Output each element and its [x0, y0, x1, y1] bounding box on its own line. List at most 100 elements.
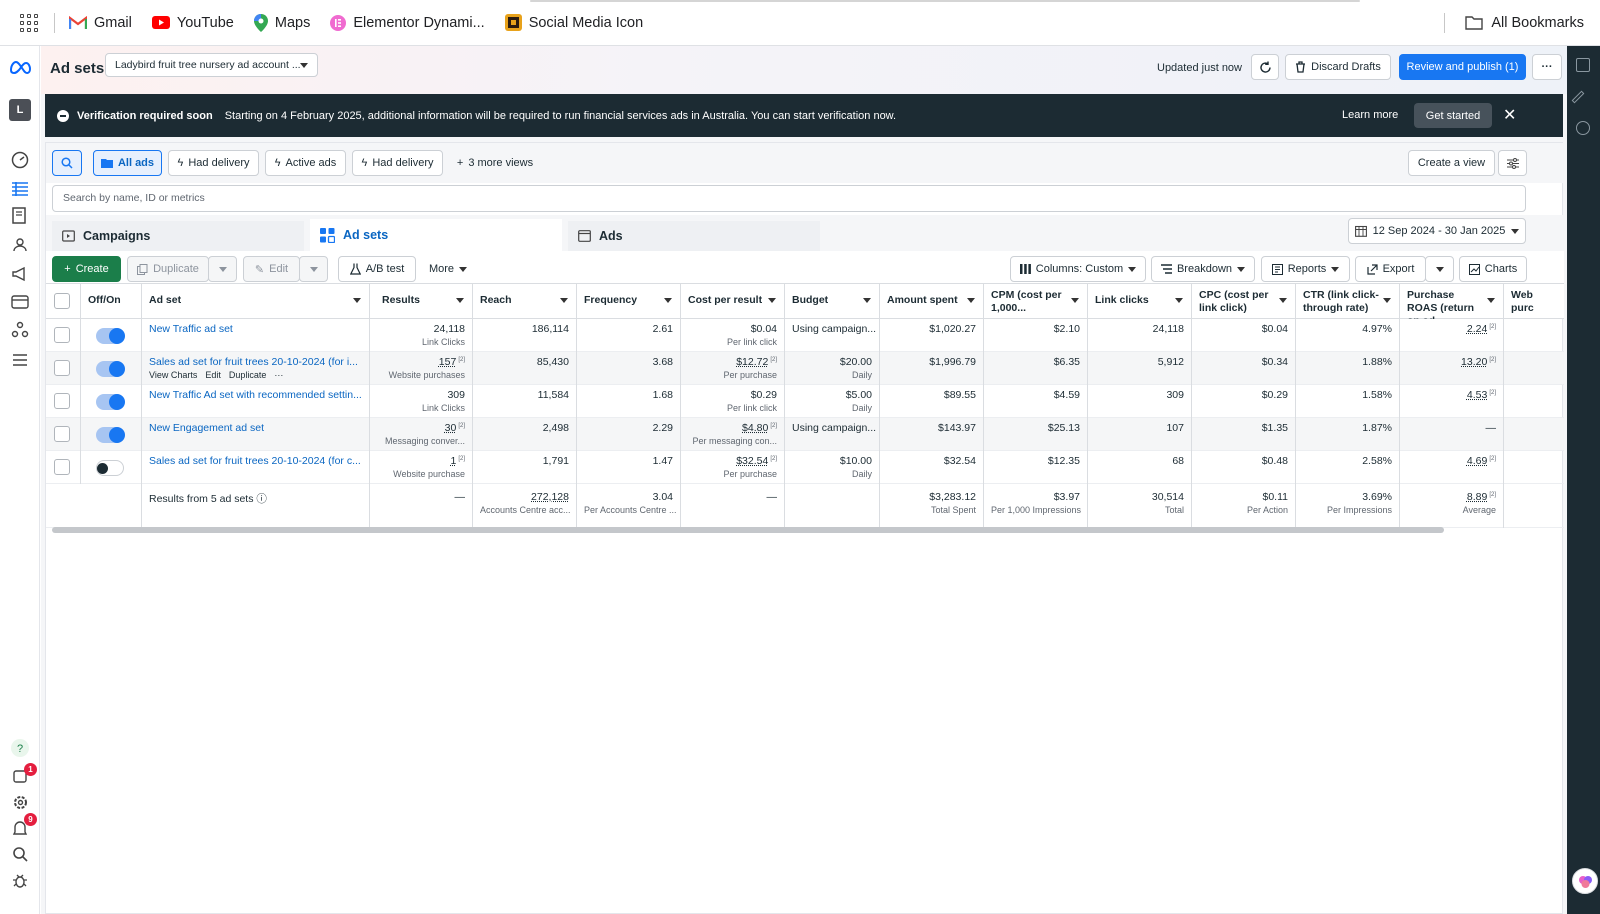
bookmark-elementor[interactable]: Elementor Dynami...: [330, 14, 485, 31]
row-checkbox[interactable]: [54, 459, 70, 475]
pages-icon[interactable]: [10, 206, 30, 226]
export-button[interactable]: Export: [1355, 256, 1426, 282]
breakdown-button[interactable]: Breakdown: [1151, 256, 1255, 282]
view-settings-button[interactable]: [1498, 150, 1527, 176]
view-active-ads[interactable]: ϟ Active ads: [265, 150, 346, 176]
search-toggle-button[interactable]: [52, 150, 82, 176]
delivery-toggle[interactable]: [96, 394, 125, 410]
close-icon[interactable]: ✕: [1503, 107, 1517, 124]
settings-gear-icon[interactable]: [10, 792, 30, 812]
create-button[interactable]: + Create: [52, 256, 121, 282]
more-button[interactable]: More: [422, 256, 474, 282]
table-row[interactable]: New Engagement ad set 30 [2] Messaging conv…: [46, 418, 1564, 451]
refresh-button[interactable]: [1251, 54, 1279, 80]
adset-name-link[interactable]: Sales ad set for fruit trees 20-10-2024 …: [149, 455, 361, 467]
edit-dropdown[interactable]: [299, 256, 328, 282]
column-header-purchase-roas[interactable]: Purchase ROAS (return on ad...: [1400, 284, 1504, 319]
column-header-cost-per-result[interactable]: Cost per result: [681, 284, 785, 319]
date-range-picker[interactable]: 12 Sep 2024 - 30 Jan 2025: [1348, 218, 1526, 244]
search-input[interactable]: Search by name, ID or metrics: [52, 185, 1526, 212]
assistant-icon[interactable]: [1572, 868, 1598, 894]
duplicate-action[interactable]: Duplicate: [228, 370, 267, 380]
meta-logo-icon[interactable]: [9, 60, 31, 74]
billing-card-icon[interactable]: [10, 292, 30, 312]
history-clock-icon[interactable]: [1576, 121, 1590, 135]
column-header-amount-spent[interactable]: Amount spent: [880, 284, 984, 319]
help-icon[interactable]: ?: [10, 738, 30, 758]
delivery-toggle[interactable]: [96, 361, 125, 377]
info-icon[interactable]: ⓘ: [253, 493, 267, 505]
row-checkbox[interactable]: [54, 426, 70, 442]
view-had-delivery-2[interactable]: ϟ Had delivery: [352, 150, 443, 176]
view-charts-action[interactable]: View Charts: [149, 370, 198, 380]
menu-icon[interactable]: [10, 350, 30, 370]
events-manager-icon[interactable]: [10, 320, 30, 340]
megaphone-icon[interactable]: [10, 264, 30, 284]
duplicate-dropdown[interactable]: [208, 256, 237, 282]
get-started-button[interactable]: Get started: [1414, 103, 1492, 128]
more-options-button[interactable]: ···: [1532, 54, 1562, 80]
view-all-ads[interactable]: All ads: [93, 150, 162, 176]
alerts-bell-icon[interactable]: [10, 818, 30, 838]
column-header-cpc[interactable]: CPC (cost per link click): [1192, 284, 1296, 319]
bookmark-youtube[interactable]: YouTube: [151, 15, 234, 31]
learn-more-link[interactable]: Learn more: [1342, 109, 1399, 121]
more-actions-icon[interactable]: ···: [274, 370, 284, 380]
row-checkbox[interactable]: [54, 327, 70, 343]
column-header-cpm[interactable]: CPM (cost per 1,000...: [984, 284, 1088, 319]
review-and-publish-button[interactable]: Review and publish (1): [1399, 54, 1526, 80]
column-header-link-clicks[interactable]: Link clicks: [1088, 284, 1192, 319]
column-header-reach[interactable]: Reach: [473, 284, 577, 319]
audiences-icon[interactable]: [10, 235, 30, 255]
column-header-onoff[interactable]: Off/On: [81, 284, 142, 319]
reports-button[interactable]: Reports: [1261, 256, 1350, 282]
adset-name-link[interactable]: Sales ad set for fruit trees 20-10-2024 …: [149, 356, 358, 368]
horizontal-scrollbar[interactable]: [52, 527, 1444, 533]
search-icon[interactable]: [10, 844, 30, 864]
column-header-adset[interactable]: Ad set: [142, 284, 370, 319]
edit-button[interactable]: ✎ Edit: [243, 256, 300, 282]
account-avatar[interactable]: L: [9, 99, 31, 121]
column-header-frequency[interactable]: Frequency: [577, 284, 681, 319]
ab-test-button[interactable]: A/B test: [338, 256, 416, 282]
adset-name-link[interactable]: New Traffic ad set: [149, 323, 233, 335]
bookmark-social-media-icon[interactable]: Social Media Icon: [504, 14, 643, 31]
edit-panel-icon[interactable]: [1571, 90, 1585, 104]
adset-name-link[interactable]: New Traffic Ad set with recommended sett…: [149, 389, 362, 401]
bookmark-gmail[interactable]: Gmail: [69, 15, 132, 31]
column-header-results[interactable]: Results: [370, 284, 473, 319]
table-row[interactable]: New Traffic ad set 24,118 Link Clicks 186,1…: [46, 319, 1564, 352]
bookmark-maps[interactable]: Maps: [253, 13, 310, 32]
chart-panel-icon[interactable]: [1576, 58, 1590, 72]
edit-action[interactable]: Edit: [205, 370, 221, 380]
dashboard-icon[interactable]: [10, 150, 30, 170]
delivery-toggle[interactable]: [96, 460, 124, 476]
tab-ad-sets[interactable]: Ad sets: [310, 219, 562, 251]
delivery-toggle[interactable]: [96, 328, 125, 344]
all-bookmarks[interactable]: All Bookmarks: [1444, 12, 1584, 33]
create-view-button[interactable]: Create a view: [1408, 150, 1495, 176]
ads-manager-table-icon[interactable]: [10, 179, 30, 199]
adset-name-link[interactable]: New Engagement ad set: [149, 422, 264, 434]
row-checkbox[interactable]: [54, 360, 70, 376]
table-row[interactable]: New Traffic Ad set with recommended sett…: [46, 385, 1564, 418]
discard-drafts-button[interactable]: Discard Drafts: [1285, 54, 1391, 80]
duplicate-button[interactable]: Duplicate: [127, 256, 209, 282]
bug-report-icon[interactable]: [10, 870, 30, 890]
ad-account-selector[interactable]: Ladybird fruit tree nursery ad account .…: [105, 53, 318, 77]
column-header-budget[interactable]: Budget: [785, 284, 880, 319]
column-header-website-purchases[interactable]: Web purc: [1504, 284, 1564, 319]
more-views-button[interactable]: + 3 more views: [450, 150, 540, 176]
column-header-ctr[interactable]: CTR (link click-through rate): [1296, 284, 1400, 319]
charts-button[interactable]: Charts: [1459, 256, 1527, 282]
tab-ads[interactable]: Ads: [568, 221, 820, 251]
select-all-checkbox[interactable]: [54, 293, 70, 309]
export-dropdown[interactable]: [1425, 256, 1454, 282]
columns-button[interactable]: Columns: Custom: [1010, 256, 1146, 282]
tab-campaigns[interactable]: Campaigns: [52, 221, 304, 251]
notifications-icon[interactable]: [10, 766, 30, 786]
table-row[interactable]: Sales ad set for fruit trees 20-10-2024 …: [46, 451, 1564, 484]
row-checkbox[interactable]: [54, 393, 70, 409]
view-had-delivery[interactable]: ϟ Had delivery: [168, 150, 259, 176]
apps-grid-icon[interactable]: [20, 13, 38, 32]
